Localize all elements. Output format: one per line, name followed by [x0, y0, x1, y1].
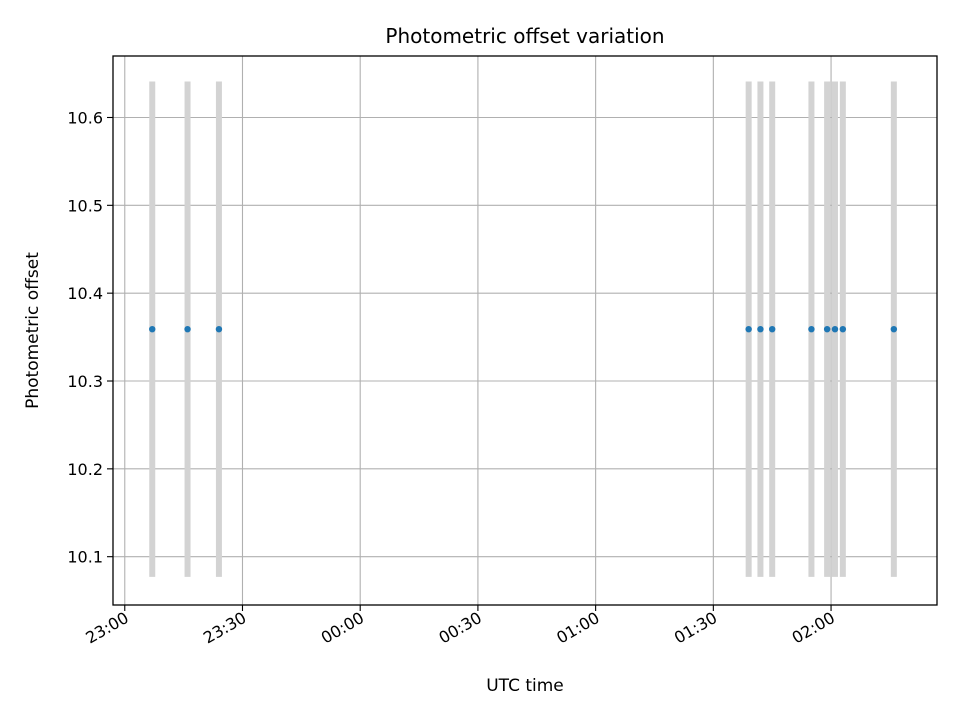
data-point	[831, 325, 839, 333]
y-tick-label: 10.1	[67, 548, 103, 567]
x-axis-label: UTC time	[486, 676, 564, 696]
y-tick-label: 10.4	[67, 284, 103, 303]
chart-title: Photometric offset variation	[385, 24, 664, 48]
data-point	[890, 325, 898, 333]
plot-frame	[112, 55, 938, 606]
data-point	[839, 325, 847, 333]
grid-lines	[113, 56, 937, 605]
y-tick-label: 10.6	[67, 108, 103, 127]
data-points	[149, 325, 898, 333]
data-point	[215, 325, 223, 333]
y-tick-label: 10.2	[67, 460, 103, 479]
data-point	[184, 325, 191, 333]
data-point	[757, 325, 764, 333]
data-point	[149, 325, 156, 333]
y-tick-label: 10.3	[67, 372, 103, 391]
y-tick-label: 10.5	[67, 196, 103, 215]
data-point	[823, 325, 831, 333]
y-axis-ticks: 10.1 10.2 10.3 10.4 10.5 10.6	[67, 108, 113, 567]
data-point	[808, 325, 815, 333]
data-point	[745, 325, 752, 333]
y-axis-label: Photometric offset	[23, 252, 43, 409]
data-point	[769, 325, 776, 333]
